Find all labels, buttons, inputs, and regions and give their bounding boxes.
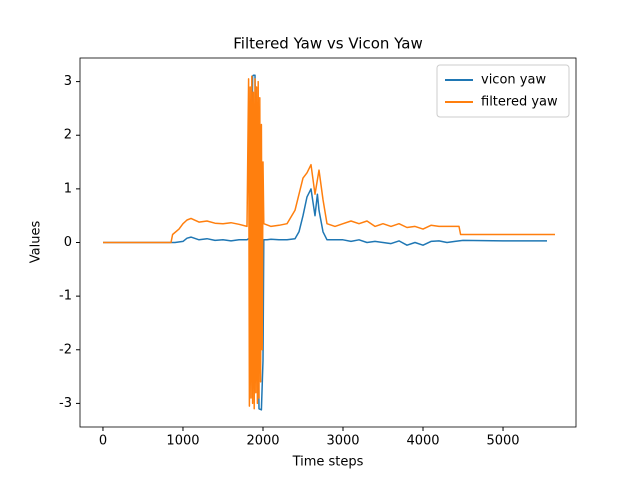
y-tick-label: 3 [64, 74, 72, 89]
legend-label: filtered yaw [481, 95, 558, 110]
y-tick-label: -2 [59, 342, 72, 357]
y-axis-label: Values [29, 221, 44, 264]
line-series [103, 74, 547, 411]
plot-frame [79, 57, 577, 428]
chart-title: Filtered Yaw vs Vicon Yaw [233, 35, 422, 53]
y-tick-label: 2 [64, 128, 72, 143]
legend-box [436, 64, 570, 118]
y-tick-label: 0 [64, 235, 72, 250]
x-tick-label: 2000 [246, 434, 279, 449]
y-tick-label: 1 [64, 181, 72, 196]
x-tick-label: 0 [99, 434, 107, 449]
x-tick-label: 4000 [406, 434, 439, 449]
x-tick-label: 1000 [166, 434, 199, 449]
line-series [103, 75, 555, 410]
x-tick-label: 5000 [486, 434, 519, 449]
y-tick-label: -3 [59, 396, 72, 411]
legend-label: vicon yaw [481, 73, 546, 88]
x-tick-label: 3000 [326, 434, 359, 449]
y-tick-label: -1 [59, 289, 72, 304]
x-axis-label: Time steps [292, 455, 364, 470]
